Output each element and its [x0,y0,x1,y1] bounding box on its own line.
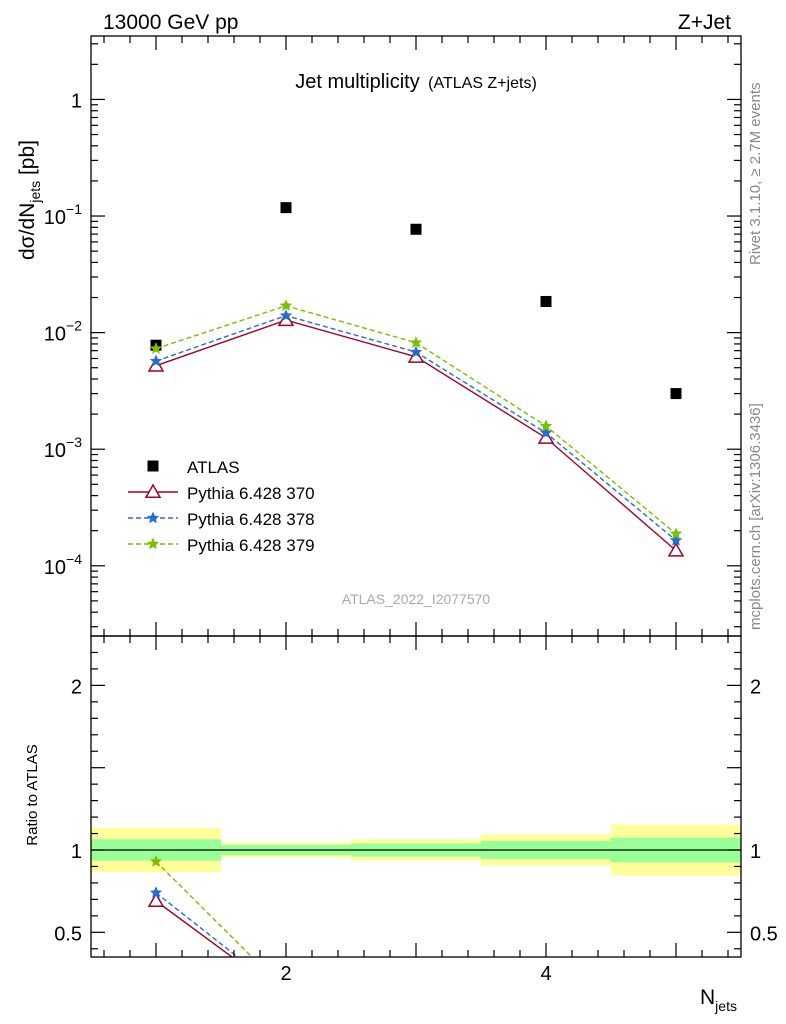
ratio-series-group [147,854,253,957]
main-axis-ticks: 1 10−1 10−2 10−3 10−4 [44,36,741,636]
legend-label-1: ATLAS [187,458,240,477]
rivet-side-label: Rivet 3.1.10, ≥ 2.7M events [747,83,764,266]
main-point-2-2 [277,311,295,327]
main-point-3-5 [669,533,683,546]
main-point-4-3 [409,336,423,348]
header-left: 13000 GeV pp [103,11,238,34]
ratio-y-tick-label-right-3: 2 [750,676,761,698]
main-point-1-5 [670,388,682,400]
main-point-2-3 [407,348,425,363]
legend-label-2: Pythia 6.428 370 [187,484,315,503]
header-right: Z+Jet [678,11,731,34]
ratio-y-tick-label-3: 2 [71,676,82,698]
ratio-y-tick-label-1: 0.5 [54,923,82,945]
main-point-4-1 [149,342,163,354]
main-frame [90,35,742,637]
legend-marker-2 [144,483,162,498]
main-point-2-5 [667,542,685,557]
main-point-4-5 [669,527,683,540]
main-y-label-sub: jets [27,181,43,204]
main-line-4 [155,305,677,535]
main-title-sub: (ATLAS Z+jets) [428,75,537,92]
main-point-2-1 [147,357,165,372]
main-point-3-1 [149,354,163,367]
main-point-1-3 [410,223,422,235]
ratio-point-2-1 [149,886,163,899]
main-y-tick-label-2: 10−1 [44,201,82,229]
legend-marker-4 [146,537,160,550]
x-tick-label-1: 2 [280,963,291,985]
main-point-3-4 [539,426,553,439]
main-point-1-2 [280,202,292,214]
x-label-base: N [700,986,715,1009]
main-point-4-2 [279,299,293,312]
legend-label-4: Pythia 6.428 379 [187,536,315,555]
main-point-1-4 [540,295,552,307]
ratio-y-tick-label-right-2: 1 [750,841,761,863]
x-label-sub: jets [714,998,737,1014]
legend-marker-1 [147,460,159,472]
main-point-3-3 [409,345,423,358]
legend: ATLAS Pythia 6.428 370 Pythia 6.428 378 Pyt… [128,458,315,555]
ratio-axis-ticks: 0.5 0.5 1 1 2 2 2 4 [54,636,778,985]
main-y-label-unit: [pb] [16,140,39,181]
main-series-group [147,202,685,557]
analysis-watermark: ATLAS_2022_I2077570 [342,591,491,607]
mcplots-side-label: mcplots.cern.ch [arXiv:1306.3436] [747,403,764,630]
main-title-text: Jet multiplicity [295,71,419,93]
ratio-line-3 [155,861,253,957]
main-point-4-4 [539,419,553,432]
x-tick-label-2: 4 [540,963,551,985]
main-y-tick-label-5: 10−4 [44,551,82,579]
legend-marker-3 [146,511,160,524]
main-y-tick-label-4: 10−3 [44,434,82,462]
main-title: Jet multiplicity (ATLAS Z+jets) [295,71,537,93]
main-y-axis-label: dσ/dNjets [pb] [16,140,43,260]
ratio-y-tick-label-2: 1 [71,841,82,863]
main-point-3-2 [279,309,293,321]
main-y-tick-label-3: 10−2 [44,318,82,346]
main-y-label-base: dσ/dN [16,203,39,260]
ratio-point-1-1 [147,892,165,908]
ratio-point-3-1 [149,854,163,867]
ratio-frame [90,635,742,958]
x-axis-label: Njets [700,986,737,1014]
ratio-y-tick-label-right-1: 0.5 [750,923,778,945]
ratio-y-axis-label: Ratio to ATLAS [24,744,41,845]
legend-label-3: Pythia 6.428 378 [187,510,315,529]
main-y-tick-label-1: 1 [71,90,82,112]
